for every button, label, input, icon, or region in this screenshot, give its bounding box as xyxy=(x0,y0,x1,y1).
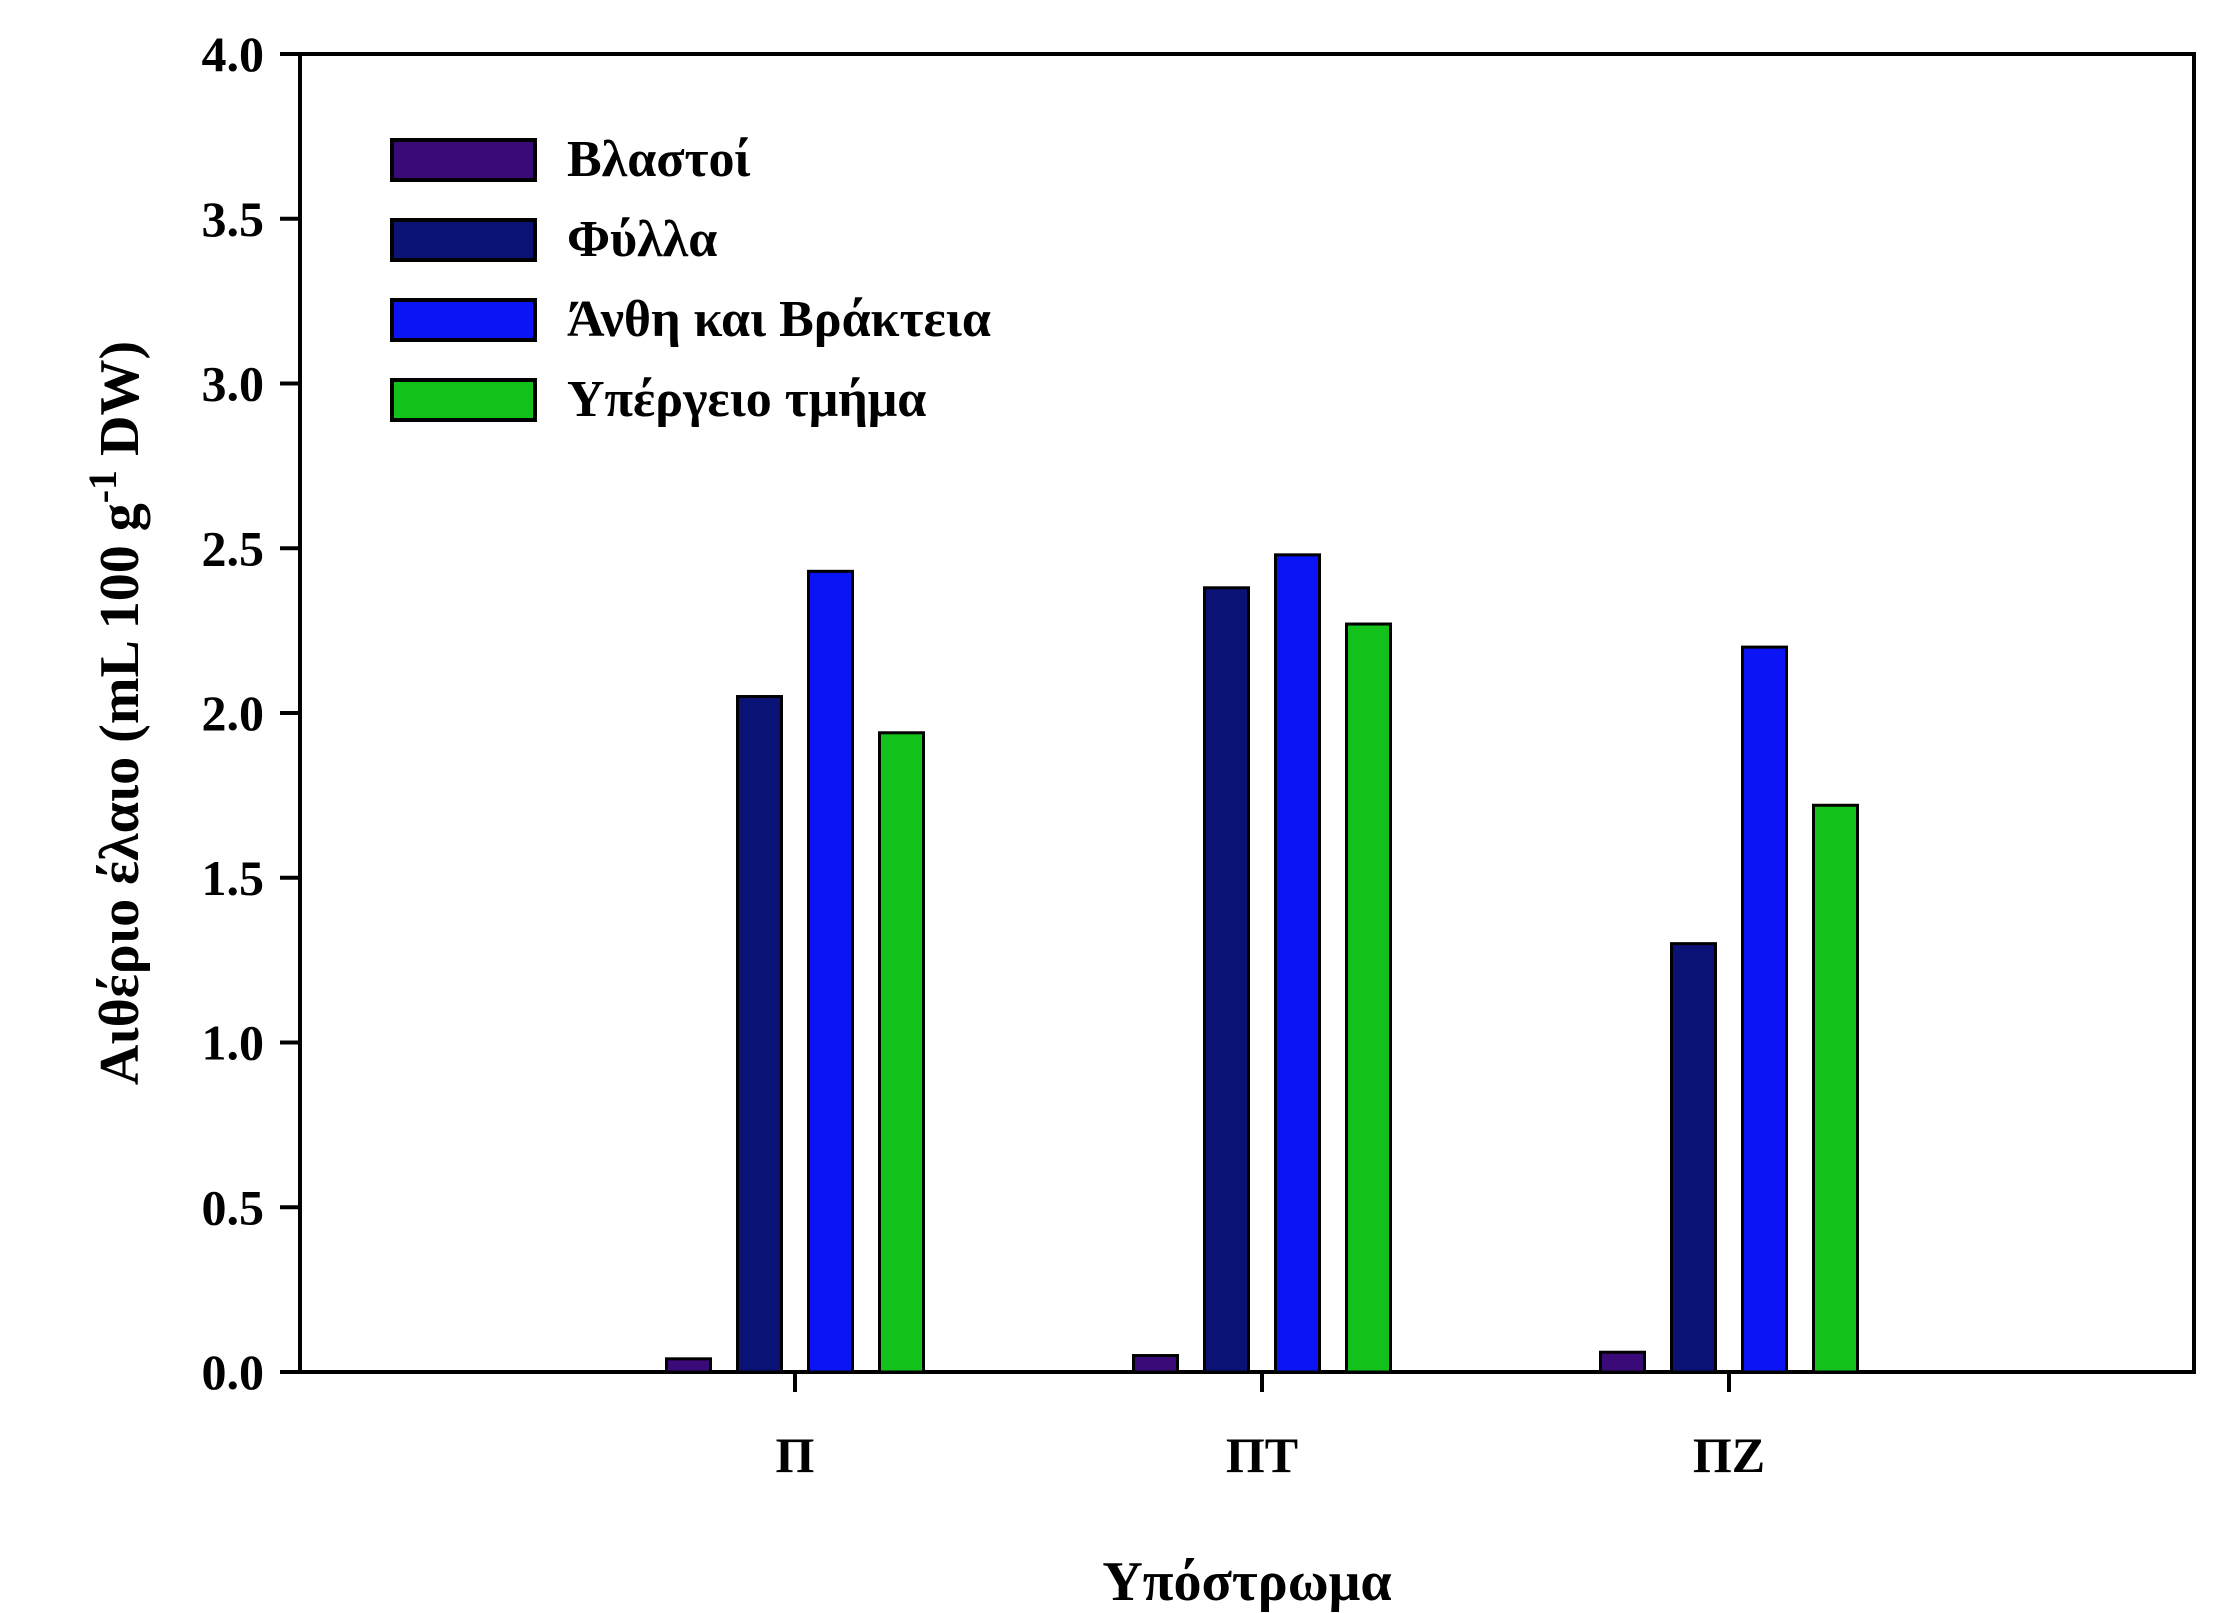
y-tick-label: 2.5 xyxy=(202,520,265,576)
y-tick-label: 3.0 xyxy=(202,356,265,412)
y-tick-label: 2.0 xyxy=(202,685,265,741)
y-axis-title-superscript: -1 xyxy=(80,470,125,503)
x-tick-label: Π xyxy=(776,1427,815,1483)
bar xyxy=(1599,1350,1646,1374)
x-tick-label: ΠΤ xyxy=(1226,1427,1298,1483)
bars xyxy=(665,553,1859,1374)
legend-label: Υπέργειο τμήμα xyxy=(567,371,926,428)
y-tick-label: 3.5 xyxy=(202,191,265,247)
bar xyxy=(736,695,783,1374)
bar xyxy=(665,1357,712,1374)
y-tick-label: 0.0 xyxy=(202,1344,265,1400)
y-tick-label: 0.5 xyxy=(202,1179,265,1235)
bar xyxy=(1203,586,1250,1374)
bar xyxy=(1812,803,1859,1374)
y-axis-title-main: Αιθέριο έλαιο (mL 100 g xyxy=(89,503,151,1085)
bar xyxy=(878,731,925,1374)
y-tick-label: 1.5 xyxy=(202,850,265,906)
bar xyxy=(1741,645,1788,1374)
x-axis-title: Υπόστρωμα xyxy=(1102,1551,1391,1613)
bar xyxy=(1132,1354,1179,1374)
legend-label: Άνθη και Βράκτεια xyxy=(567,291,991,348)
bar xyxy=(1345,622,1392,1374)
legend: Βλαστοί Φύλλα Άνθη και Βράκτεια Υπέργειο τμ… xyxy=(390,131,991,428)
y-axis-title-end: DW) xyxy=(89,341,151,470)
legend-label: Φύλλα xyxy=(567,211,717,268)
legend-swatch xyxy=(390,378,537,422)
legend-swatch xyxy=(390,218,537,262)
legend-swatch xyxy=(390,138,537,182)
legend-label: Βλαστοί xyxy=(567,131,751,188)
x-axis: Π ΠΤ ΠΖ xyxy=(776,1372,1765,1483)
bar xyxy=(807,569,854,1374)
bar xyxy=(1274,553,1321,1374)
y-axis-title: Αιθέριο έλαιο (mL 100 g-1 DW) xyxy=(80,341,151,1085)
bar xyxy=(1670,942,1717,1374)
y-tick-label: 1.0 xyxy=(202,1015,265,1071)
y-tick-label: 4.0 xyxy=(202,26,265,82)
y-axis: 0.0 0.5 1.0 1.5 2.0 2.5 3.0 3.5 4.0 xyxy=(202,26,300,1400)
legend-swatch xyxy=(390,298,537,342)
x-tick-label: ΠΖ xyxy=(1693,1427,1765,1483)
